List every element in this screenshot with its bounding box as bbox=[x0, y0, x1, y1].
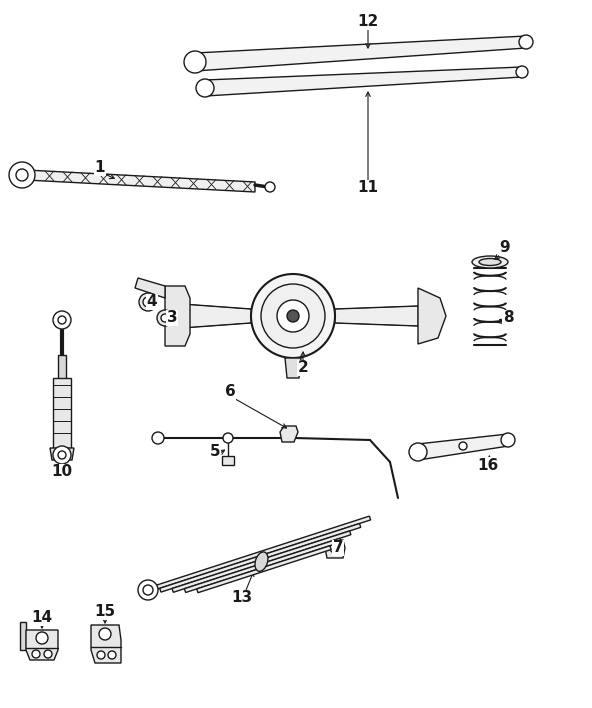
Text: 3: 3 bbox=[167, 311, 178, 326]
Circle shape bbox=[139, 293, 157, 311]
Polygon shape bbox=[335, 306, 418, 326]
Circle shape bbox=[16, 169, 28, 181]
Polygon shape bbox=[194, 36, 526, 71]
Circle shape bbox=[265, 182, 275, 192]
Polygon shape bbox=[197, 546, 331, 593]
Text: 16: 16 bbox=[477, 457, 498, 472]
Polygon shape bbox=[160, 523, 361, 592]
Polygon shape bbox=[280, 426, 298, 442]
Text: 12: 12 bbox=[358, 14, 379, 30]
Polygon shape bbox=[205, 67, 522, 96]
Text: 15: 15 bbox=[95, 605, 115, 620]
Circle shape bbox=[99, 628, 111, 640]
Circle shape bbox=[32, 650, 40, 658]
Text: 11: 11 bbox=[358, 181, 378, 195]
Text: 1: 1 bbox=[95, 161, 105, 176]
Circle shape bbox=[108, 651, 116, 659]
Circle shape bbox=[143, 585, 153, 595]
Polygon shape bbox=[147, 516, 371, 592]
Text: 8: 8 bbox=[503, 311, 513, 326]
Polygon shape bbox=[20, 622, 26, 650]
Circle shape bbox=[330, 543, 340, 553]
Text: 10: 10 bbox=[52, 464, 73, 479]
Polygon shape bbox=[182, 304, 251, 328]
Circle shape bbox=[277, 300, 309, 332]
Polygon shape bbox=[53, 378, 71, 448]
Circle shape bbox=[44, 650, 52, 658]
Circle shape bbox=[157, 310, 173, 326]
Circle shape bbox=[519, 35, 533, 49]
Polygon shape bbox=[418, 288, 446, 344]
Circle shape bbox=[261, 284, 325, 348]
Text: 9: 9 bbox=[500, 241, 510, 256]
Circle shape bbox=[409, 443, 427, 461]
Text: 2: 2 bbox=[298, 360, 308, 375]
Circle shape bbox=[152, 432, 164, 444]
Polygon shape bbox=[325, 540, 345, 558]
Polygon shape bbox=[26, 170, 255, 192]
Circle shape bbox=[223, 433, 233, 443]
Ellipse shape bbox=[255, 552, 268, 571]
Text: 6: 6 bbox=[224, 384, 236, 399]
Text: 13: 13 bbox=[231, 590, 253, 605]
Circle shape bbox=[9, 162, 35, 188]
Circle shape bbox=[287, 310, 299, 322]
Text: 5: 5 bbox=[210, 445, 220, 459]
Polygon shape bbox=[50, 448, 74, 460]
Polygon shape bbox=[58, 355, 66, 380]
Polygon shape bbox=[417, 434, 509, 460]
Circle shape bbox=[196, 79, 214, 97]
Polygon shape bbox=[135, 278, 165, 298]
Circle shape bbox=[58, 451, 66, 459]
Circle shape bbox=[516, 66, 528, 78]
Circle shape bbox=[501, 433, 515, 447]
Circle shape bbox=[53, 311, 71, 329]
Ellipse shape bbox=[472, 256, 508, 268]
Text: 14: 14 bbox=[31, 610, 53, 625]
Polygon shape bbox=[165, 286, 190, 346]
Polygon shape bbox=[91, 625, 121, 663]
Text: 4: 4 bbox=[147, 295, 157, 309]
Circle shape bbox=[459, 442, 467, 450]
Circle shape bbox=[184, 51, 206, 73]
Circle shape bbox=[53, 446, 71, 464]
Polygon shape bbox=[172, 531, 351, 593]
Polygon shape bbox=[285, 358, 301, 378]
Circle shape bbox=[36, 632, 48, 644]
Circle shape bbox=[97, 651, 105, 659]
Circle shape bbox=[251, 274, 335, 358]
Polygon shape bbox=[222, 456, 234, 465]
Circle shape bbox=[58, 316, 66, 324]
Circle shape bbox=[161, 314, 169, 322]
Circle shape bbox=[138, 580, 158, 600]
Circle shape bbox=[143, 297, 153, 307]
Ellipse shape bbox=[479, 258, 501, 266]
Polygon shape bbox=[26, 630, 58, 660]
Polygon shape bbox=[184, 538, 341, 593]
Text: 7: 7 bbox=[333, 540, 343, 556]
